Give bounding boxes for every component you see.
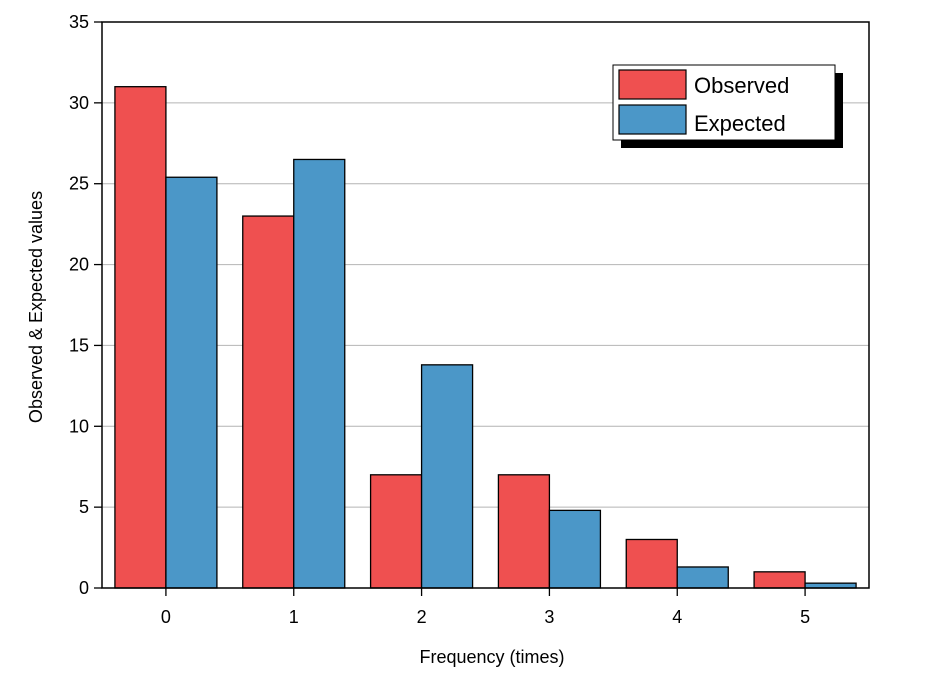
- bar-expected-3: [548, 509, 602, 589]
- bars: [114, 86, 857, 589]
- bar-observed-5: [753, 571, 806, 589]
- x-tick-label: 3: [544, 607, 554, 627]
- x-tick-label: 1: [289, 607, 299, 627]
- x-tick-label: 4: [672, 607, 682, 627]
- bar-expected-1: [293, 158, 346, 589]
- legend: Observed Expected: [612, 64, 843, 148]
- bar-observed-2: [369, 474, 423, 589]
- y-tick-label: 10: [69, 416, 89, 436]
- plot-frame: [101, 21, 870, 589]
- gridlines: [102, 102, 869, 508]
- bar-observed-1: [242, 215, 295, 589]
- y-axis-title: Observed & Expected values: [26, 191, 46, 423]
- legend-label-observed: Observed: [694, 73, 789, 98]
- bar-observed-4: [625, 538, 678, 589]
- x-tick-label: 5: [800, 607, 810, 627]
- bar-observed-3: [497, 474, 551, 589]
- y-tick-label: 15: [69, 335, 89, 355]
- y-tick-label: 30: [69, 93, 89, 113]
- y-tick-label: 20: [69, 255, 89, 275]
- y-tick-label: 5: [79, 497, 89, 517]
- bar-expected-4: [676, 566, 729, 589]
- legend-swatch-observed: [618, 69, 687, 100]
- y-tick-label: 25: [69, 174, 89, 194]
- x-axis: 0 1 2 3 4 5: [161, 588, 810, 627]
- legend-label-expected: Expected: [694, 111, 786, 136]
- x-axis-title: Frequency (times): [419, 647, 564, 667]
- bar-observed-0: [114, 86, 167, 589]
- y-tick-label: 0: [79, 578, 89, 598]
- legend-swatch-expected: [618, 104, 687, 135]
- x-tick-label: 0: [161, 607, 171, 627]
- y-axis: 0 5 10 15 20 25 30 35: [69, 12, 102, 598]
- bar-expected-0: [165, 176, 218, 589]
- x-tick-label: 2: [417, 607, 427, 627]
- bar-expected-2: [420, 364, 474, 589]
- y-tick-label: 35: [69, 12, 89, 32]
